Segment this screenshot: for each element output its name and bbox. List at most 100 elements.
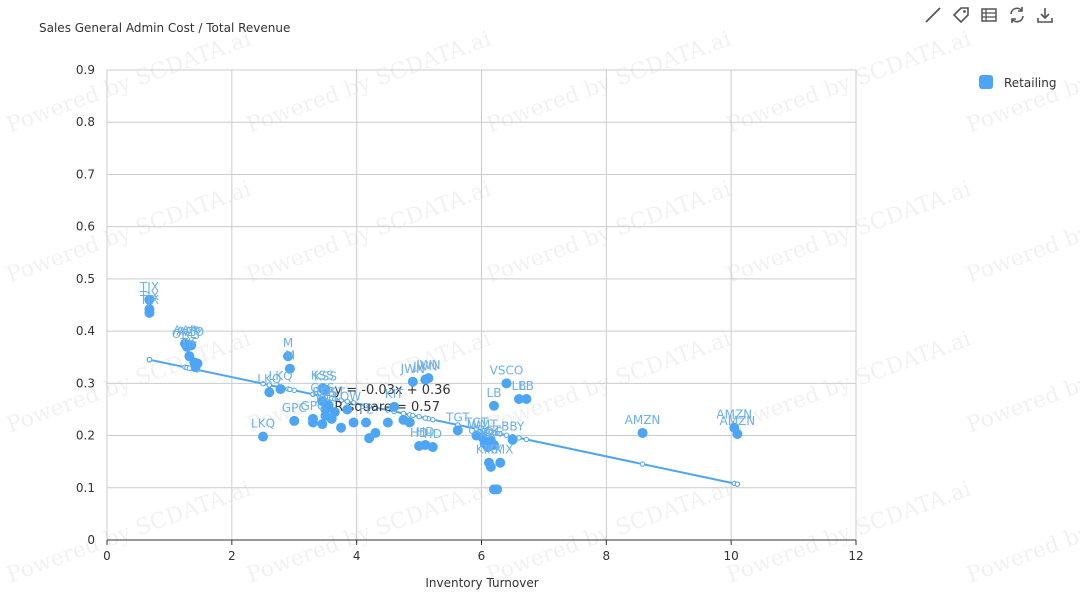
point-label: JWN [400, 362, 425, 376]
point-label: TGT [464, 416, 489, 430]
trendline-marker [287, 386, 293, 393]
trendline-marker [146, 356, 153, 363]
data-point [382, 417, 393, 428]
data-point [507, 434, 518, 445]
point-label: KSS [311, 369, 334, 383]
data-point [258, 431, 269, 442]
trendline: y = -0.03x + 0.36 R square = 0.57 [146, 356, 741, 487]
point-label: LKQ [257, 372, 281, 386]
trendline-marker [350, 400, 357, 406]
point-label: JWN [412, 360, 437, 374]
trendline-marker [734, 481, 741, 487]
tag-icon[interactable] [950, 4, 972, 26]
point-label: AMZN [625, 413, 661, 427]
data-point [190, 361, 201, 372]
point-label: GPC [301, 399, 326, 413]
data-point [283, 351, 294, 362]
trendline-marker [385, 407, 391, 413]
data-point [407, 376, 418, 387]
data-point [307, 417, 318, 428]
y-tick-label: 0 [87, 533, 95, 547]
data-point [488, 439, 499, 450]
point-label: ROST [312, 385, 345, 399]
axes: 0 0.1 0.2 0.3 0.4 0.5 0.6 0.7 0.8 0.9 0 2 4 6 8 10 12 [76, 63, 864, 563]
point-label: BBY [501, 420, 525, 434]
point-label: HD [424, 427, 442, 441]
point-label: TIF [179, 336, 198, 350]
trendline-marker [416, 414, 422, 420]
point-label: LKQ [269, 369, 293, 383]
data-point [485, 461, 496, 472]
line-chart-icon[interactable] [922, 4, 944, 26]
data-point [329, 407, 340, 418]
legend-label: Retailing [1004, 76, 1056, 90]
chart-title: Sales General Admin Cost / Total Revenue [39, 21, 290, 35]
point-label: TJX [139, 293, 159, 307]
data-point [342, 404, 353, 415]
trendline-marker [366, 403, 372, 409]
data-point [488, 400, 499, 411]
y-tick-label: 0.8 [76, 115, 95, 129]
point-label: JCP [315, 389, 335, 403]
trendline-r-square: R square = 0.57 [334, 400, 440, 415]
point-label: LB [511, 379, 526, 393]
trendline-marker [344, 398, 351, 405]
data-point [452, 425, 463, 436]
point-label: WMT [468, 418, 498, 432]
point-label: VSCO [490, 363, 524, 377]
point-label: LKQ [251, 417, 275, 431]
chart-toolbar [922, 4, 1056, 26]
trendline-marker [639, 461, 646, 467]
data-point [317, 419, 328, 430]
y-tick-label: 0.1 [76, 481, 95, 495]
point-label: KMX [476, 443, 502, 457]
point-label: LOW [334, 389, 362, 403]
point-label: KSS [314, 370, 337, 384]
x-axis-label: Inventory Turnover [425, 576, 538, 590]
trendline-marker [291, 387, 297, 394]
data-point [181, 341, 192, 352]
point-label: AAP [173, 324, 197, 338]
y-tick-label: 0.5 [76, 272, 95, 286]
data-point [732, 428, 743, 439]
point-label: HD [410, 426, 428, 440]
x-tick-label: 2 [228, 549, 236, 563]
y-tick-label: 0.9 [76, 63, 95, 77]
data-point [289, 415, 300, 426]
point-label: DG [485, 425, 504, 439]
point-label: GPC [282, 401, 307, 415]
data-point [495, 457, 506, 468]
trendline-marker [310, 391, 316, 397]
point-label: TJX [139, 289, 159, 303]
data-point [420, 439, 431, 450]
legend-item-retailing[interactable]: Retailing [979, 75, 1056, 90]
point-label: AMZN [720, 414, 756, 428]
data-point [521, 394, 532, 404]
data-point [492, 484, 503, 495]
y-tick-label: 0.6 [76, 220, 95, 234]
data-point [264, 387, 275, 398]
trendline-marker [430, 416, 436, 423]
x-tick-label: 12 [848, 549, 863, 563]
data-point [320, 384, 331, 395]
point-label: KIT [385, 387, 404, 401]
download-icon[interactable] [1034, 4, 1056, 26]
point-labels: TJXTJXTJXAAPAAPAZOORLYTIFLKQLKQLKQMMGPCG… [139, 280, 755, 457]
y-tick-label: 0.7 [76, 167, 95, 181]
x-tick-label: 4 [353, 549, 361, 563]
data-point [144, 307, 155, 318]
x-tick-label: 10 [724, 549, 739, 563]
point-label: AMZN [716, 408, 752, 422]
data-point [370, 427, 381, 438]
restore-icon[interactable] [1006, 4, 1028, 26]
point-label: JWN [415, 358, 440, 372]
point-label: TGT [445, 410, 470, 424]
data-points [144, 294, 743, 495]
x-tick-label: 8 [603, 549, 611, 563]
data-point [389, 401, 400, 412]
trendline-marker [422, 415, 429, 421]
point-label: KR [480, 427, 496, 441]
data-view-icon[interactable] [978, 4, 1000, 26]
trendline-marker [338, 397, 344, 403]
